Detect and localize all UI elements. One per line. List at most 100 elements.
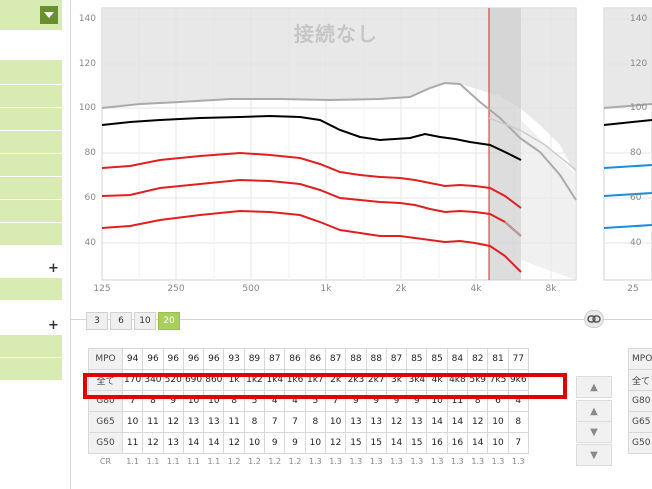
table-cell[interactable]: 93 [223, 348, 245, 370]
table-cell[interactable]: 88 [345, 348, 367, 370]
table-cell[interactable]: 7 [264, 411, 286, 433]
panel-item[interactable] [0, 177, 62, 200]
panel-item[interactable] [0, 335, 62, 358]
table-cell[interactable]: 14 [385, 432, 408, 454]
table-cell[interactable]: 12 [162, 411, 184, 433]
table-cell[interactable]: 87 [324, 348, 347, 370]
double-chevron-down-icon[interactable]: ▼ [576, 444, 612, 466]
row-header[interactable]: G65 [88, 411, 123, 433]
table-cell[interactable]: 96 [182, 348, 205, 370]
table-cell[interactable]: 10 [324, 411, 347, 433]
table-cell[interactable]: 13 [162, 432, 184, 454]
table-cell[interactable]: 12 [385, 411, 408, 433]
table-cell[interactable]: 77 [507, 348, 529, 370]
table-cell[interactable]: 88 [365, 348, 387, 370]
table-cell[interactable]: 10 [121, 411, 144, 433]
table-cell[interactable]: 8 [243, 411, 266, 433]
chevron-up-icon[interactable]: ▲ [576, 400, 612, 422]
table-cell[interactable]: 13 [365, 411, 387, 433]
right-gain-table: MPO 全て G80 G65 G50 [627, 348, 652, 454]
panel-item[interactable] [0, 358, 62, 381]
table-cell[interactable]: 81 [487, 348, 509, 370]
table-cell[interactable]: 10 [243, 432, 266, 454]
table-cell[interactable]: 82 [467, 348, 489, 370]
table-cell[interactable]: 14 [203, 432, 225, 454]
cr-value: 1.3 [369, 456, 383, 466]
table-cell[interactable]: 14 [467, 432, 489, 454]
table-cell[interactable]: 9 [264, 432, 286, 454]
table-cell[interactable]: 12 [467, 411, 489, 433]
table-cell[interactable]: 96 [203, 348, 225, 370]
table-cell[interactable]: 86 [284, 348, 306, 370]
table-cell[interactable]: 14 [182, 432, 205, 454]
table-cell[interactable]: 8 [304, 411, 326, 433]
table-cell[interactable]: 13 [203, 411, 225, 433]
row-header[interactable]: G50 [88, 432, 123, 454]
table-cell[interactable]: 15 [365, 432, 387, 454]
panel-item[interactable] [0, 85, 62, 108]
table-cell[interactable]: 10 [304, 432, 326, 454]
y-tick-label: 60 [630, 193, 642, 203]
table-cell[interactable]: 85 [426, 348, 448, 370]
y-tick-label: 140 [78, 14, 96, 24]
table-cell[interactable]: 14 [426, 411, 448, 433]
table-cell[interactable]: 87 [264, 348, 286, 370]
table-cell[interactable]: 12 [223, 432, 245, 454]
table-cell[interactable]: 12 [324, 432, 347, 454]
panel-item[interactable] [0, 60, 62, 85]
table-cell[interactable]: 11 [121, 432, 144, 454]
table-cell[interactable]: 86 [304, 348, 326, 370]
cr-value: 1.3 [308, 456, 322, 466]
y-tick-label: 60 [84, 193, 96, 203]
double-chevron-up-icon[interactable]: ▲ [576, 376, 612, 398]
band-button-20[interactable]: 20 [158, 312, 180, 330]
cr-value: 1.3 [511, 456, 525, 466]
out-of-range-area [489, 8, 521, 280]
band-button-3[interactable]: 3 [86, 312, 108, 330]
table-cell[interactable]: 9 [284, 432, 306, 454]
frequency-response-graph[interactable] [0, 0, 652, 300]
table-cell[interactable]: 8 [507, 411, 529, 433]
table-cell[interactable]: 7 [284, 411, 306, 433]
table-cell[interactable]: 13 [406, 411, 428, 433]
table-cell[interactable]: 7 [507, 432, 529, 454]
table-cell[interactable]: 10 [487, 411, 509, 433]
band-button-10[interactable]: 10 [134, 312, 156, 330]
panel-item[interactable] [0, 154, 62, 177]
plus-icon[interactable]: + [48, 318, 59, 333]
table-cell[interactable]: 96 [142, 348, 164, 370]
row-header: G80 [627, 390, 652, 412]
y-tick-label: 120 [78, 59, 96, 69]
table-cell[interactable]: 15 [406, 432, 428, 454]
panel-item[interactable] [0, 200, 62, 223]
cr-value: 1.2 [227, 456, 241, 466]
program-dropdown[interactable] [0, 0, 62, 31]
table-cell[interactable]: 14 [446, 411, 469, 433]
table-cell[interactable]: 87 [385, 348, 408, 370]
table-cell[interactable]: 94 [121, 348, 144, 370]
table-cell[interactable]: 85 [406, 348, 428, 370]
table-cell[interactable]: 11 [223, 411, 245, 433]
band-button-6[interactable]: 6 [110, 312, 132, 330]
y-tick-label: 80 [84, 148, 96, 158]
table-cell[interactable]: 11 [142, 411, 164, 433]
table-cell[interactable]: 16 [426, 432, 448, 454]
panel-item[interactable] [0, 131, 62, 154]
table-cell[interactable]: 12 [142, 432, 164, 454]
panel-item[interactable] [0, 278, 62, 301]
table-cell[interactable]: 89 [243, 348, 266, 370]
panel-item[interactable] [0, 108, 62, 131]
table-cell[interactable]: 16 [446, 432, 469, 454]
plus-icon[interactable]: + [48, 261, 59, 276]
table-cell[interactable]: 96 [162, 348, 184, 370]
table-cell[interactable]: 84 [446, 348, 469, 370]
link-icon[interactable] [584, 310, 604, 328]
table-cell[interactable]: 10 [487, 432, 509, 454]
table-cell[interactable]: 13 [182, 411, 205, 433]
panel-item[interactable] [0, 223, 62, 246]
cr-value: 1.1 [146, 456, 160, 466]
chevron-down-icon[interactable]: ▼ [576, 421, 612, 443]
table-cell[interactable]: 13 [345, 411, 367, 433]
table-cell[interactable]: 15 [345, 432, 367, 454]
chevron-down-icon[interactable] [40, 6, 58, 24]
